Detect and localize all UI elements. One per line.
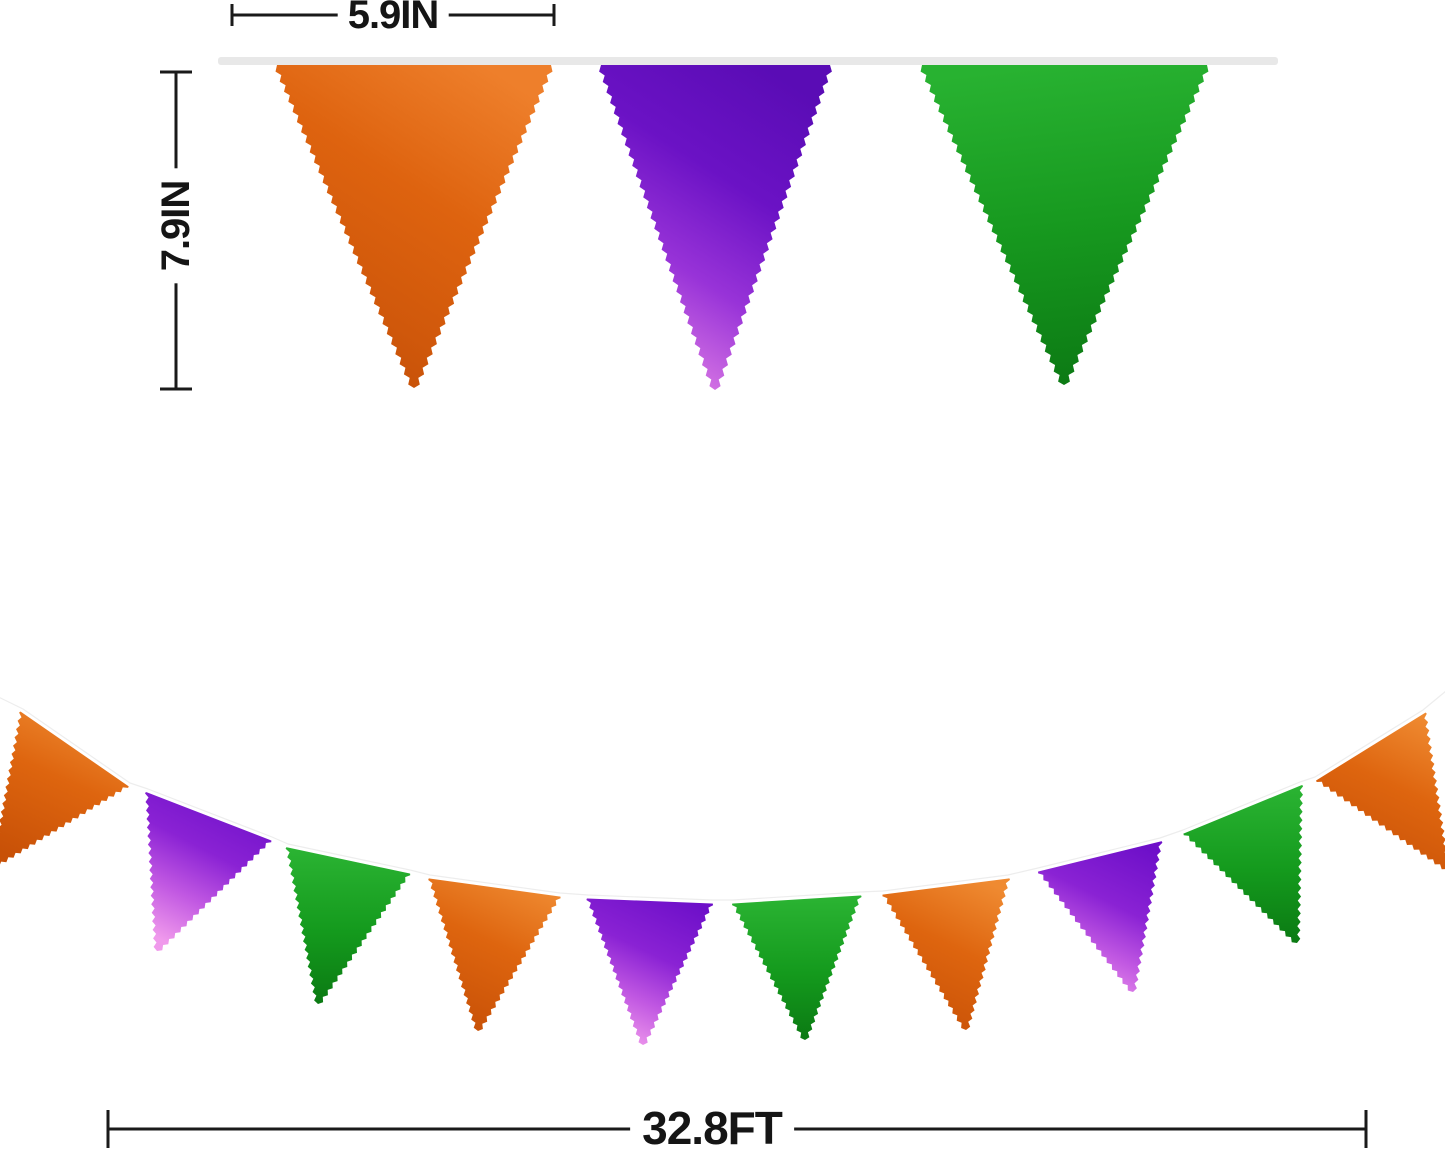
pennant-flag-orange (275, 65, 553, 388)
pennant-flag-orange (882, 875, 1010, 1030)
hanging-strip (218, 57, 1278, 65)
banner-length-dimension-label: 32.8FT (630, 1103, 794, 1151)
pennant-flag-purple (145, 789, 272, 951)
pennant-flag-orange (428, 875, 561, 1031)
pennant-flag-purple (586, 895, 714, 1045)
banner-string-hint (0, 691, 1445, 901)
pennant-flag-green (1183, 782, 1304, 943)
pennant-flag-purple (1038, 838, 1163, 992)
pennant-flag-orange (0, 709, 130, 865)
pennant-flag-green (732, 892, 862, 1040)
pennant-flag-green (920, 65, 1209, 385)
flag-width-dimension-label: 5.9IN (337, 0, 449, 37)
pennant-flag-orange (1315, 710, 1445, 870)
flag-height-dimension-label: 7.9IN (154, 168, 198, 284)
pennant-flag-purple (599, 65, 832, 390)
pennant-flag-green (285, 844, 411, 1004)
